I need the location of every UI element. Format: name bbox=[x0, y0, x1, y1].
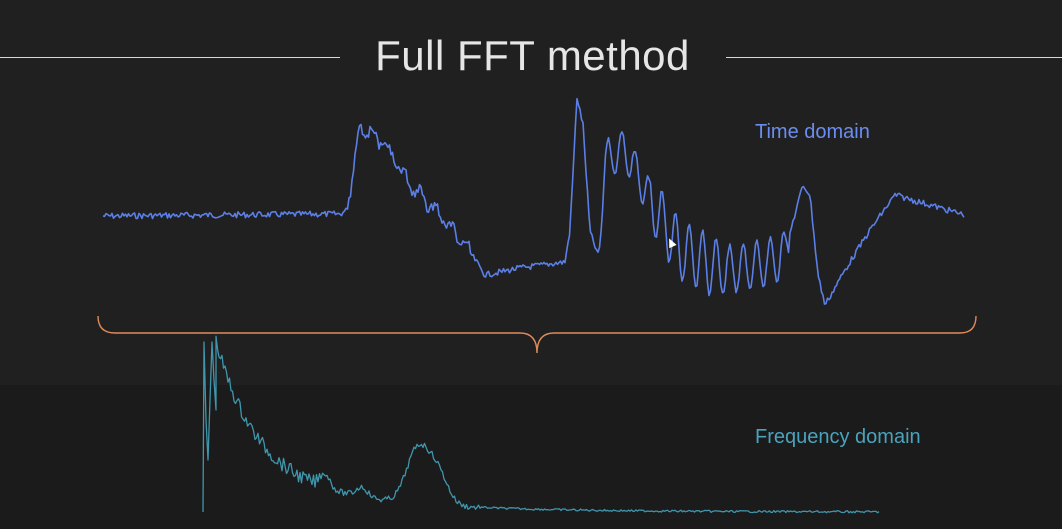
upper-panel bbox=[0, 0, 1062, 385]
curly-brace bbox=[97, 315, 977, 354]
title-rule-right bbox=[726, 57, 1062, 58]
time-domain-label: Time domain bbox=[755, 121, 870, 143]
time-domain-waveform bbox=[102, 97, 965, 305]
lower-panel bbox=[0, 385, 1062, 529]
page-title: Full FFT method bbox=[375, 32, 690, 79]
frequency-domain-label: Frequency domain bbox=[755, 426, 921, 448]
title-rule-left bbox=[0, 57, 340, 58]
frequency-spectrum bbox=[202, 335, 880, 514]
